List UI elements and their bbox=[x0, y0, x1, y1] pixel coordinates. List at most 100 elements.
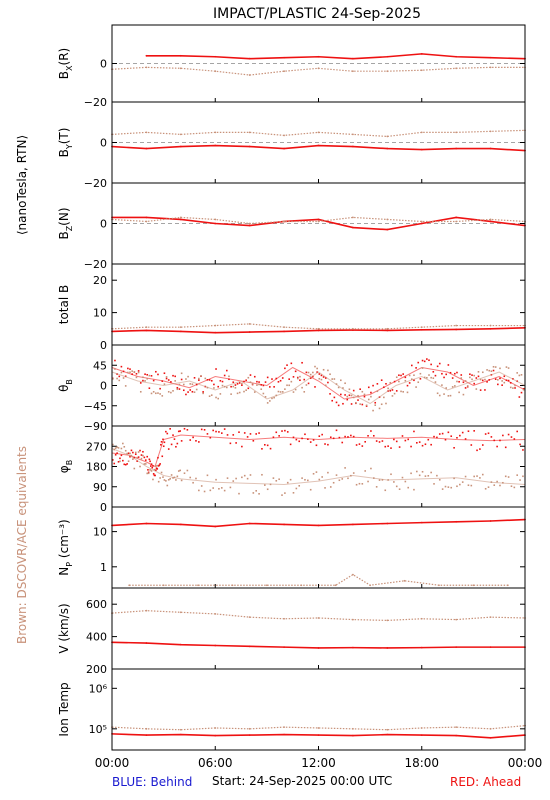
data-point bbox=[338, 436, 341, 439]
data-point bbox=[428, 359, 430, 362]
panel-by: 0 −20 BY(T) bbox=[57, 101, 526, 190]
data-point bbox=[253, 375, 256, 378]
data-point bbox=[214, 55, 217, 58]
data-point bbox=[455, 520, 458, 523]
data-point bbox=[317, 524, 320, 527]
data-point bbox=[358, 482, 361, 485]
data-point bbox=[390, 447, 392, 449]
data-point bbox=[447, 431, 450, 434]
data-point bbox=[496, 480, 498, 483]
data-point bbox=[208, 395, 211, 398]
data-point bbox=[518, 374, 521, 377]
data-point bbox=[484, 433, 487, 435]
data-point bbox=[261, 473, 263, 476]
data-point bbox=[230, 385, 232, 388]
data-point bbox=[352, 70, 354, 73]
data-point bbox=[169, 477, 171, 480]
data-point bbox=[504, 446, 507, 449]
data-point bbox=[386, 55, 389, 58]
data-point bbox=[120, 454, 123, 457]
data-point bbox=[163, 383, 166, 385]
data-point bbox=[295, 487, 298, 490]
data-point bbox=[271, 397, 273, 400]
data-point bbox=[241, 382, 243, 385]
data-point bbox=[126, 463, 128, 465]
data-point bbox=[112, 378, 114, 380]
data-point bbox=[281, 377, 284, 379]
data-point bbox=[315, 471, 318, 473]
data-point bbox=[162, 438, 164, 441]
data-point bbox=[156, 468, 159, 470]
data-point bbox=[174, 375, 176, 378]
data-point bbox=[473, 430, 475, 432]
data-point bbox=[510, 485, 513, 488]
data-point bbox=[212, 487, 214, 489]
data-point bbox=[417, 381, 420, 384]
data-point bbox=[152, 379, 155, 382]
data-point bbox=[519, 479, 521, 481]
data-point bbox=[116, 377, 118, 380]
data-point bbox=[195, 440, 197, 442]
data-point bbox=[159, 387, 161, 390]
data-point bbox=[249, 433, 252, 435]
data-point bbox=[489, 66, 492, 69]
data-point bbox=[327, 471, 329, 474]
data-point bbox=[271, 378, 273, 380]
data-point bbox=[317, 617, 320, 619]
data-point bbox=[404, 376, 407, 379]
data-point bbox=[385, 382, 387, 385]
data-point bbox=[144, 380, 146, 382]
data-point bbox=[140, 457, 143, 460]
data-point bbox=[441, 384, 443, 386]
panel-bz: 0 −20 BZ(N) bbox=[57, 182, 526, 271]
data-point bbox=[218, 431, 220, 433]
data-point bbox=[260, 388, 263, 391]
data-point bbox=[423, 376, 426, 379]
data-point bbox=[398, 380, 400, 383]
y-axis-label: BZ(N) bbox=[57, 207, 74, 239]
data-point bbox=[118, 375, 121, 378]
data-point bbox=[177, 430, 180, 433]
data-point bbox=[355, 444, 358, 446]
data-point bbox=[304, 478, 306, 481]
data-point bbox=[165, 376, 168, 378]
data-point bbox=[126, 452, 128, 455]
data-point bbox=[386, 733, 389, 736]
data-point bbox=[145, 216, 148, 219]
data-point bbox=[456, 436, 458, 439]
data-point bbox=[462, 381, 465, 384]
y-axis-label: BY(T) bbox=[57, 128, 74, 158]
data-point bbox=[296, 377, 299, 380]
data-point bbox=[175, 445, 177, 448]
data-point bbox=[389, 381, 392, 384]
data-point bbox=[346, 398, 349, 401]
data-point bbox=[256, 380, 258, 383]
data-point bbox=[407, 438, 410, 441]
data-point bbox=[203, 490, 206, 493]
data-point bbox=[275, 480, 278, 482]
data-point bbox=[300, 584, 303, 587]
data-point bbox=[436, 365, 439, 368]
data-point bbox=[458, 391, 460, 394]
data-point bbox=[443, 393, 445, 395]
y-tick-label: 0 bbox=[100, 339, 107, 352]
data-point bbox=[427, 475, 430, 477]
data-point bbox=[180, 440, 183, 442]
data-point bbox=[299, 375, 301, 378]
data-point bbox=[420, 646, 423, 649]
data-point bbox=[421, 444, 424, 447]
data-point bbox=[305, 371, 308, 374]
data-point bbox=[415, 386, 417, 388]
data-point bbox=[445, 373, 448, 376]
data-point bbox=[258, 492, 260, 495]
data-point bbox=[149, 460, 151, 463]
data-point bbox=[455, 328, 458, 331]
data-point bbox=[352, 329, 354, 331]
data-point bbox=[469, 376, 471, 379]
data-point bbox=[441, 372, 443, 375]
data-point bbox=[438, 584, 440, 587]
data-point bbox=[137, 451, 140, 453]
data-point bbox=[386, 522, 389, 525]
data-point bbox=[455, 147, 458, 150]
